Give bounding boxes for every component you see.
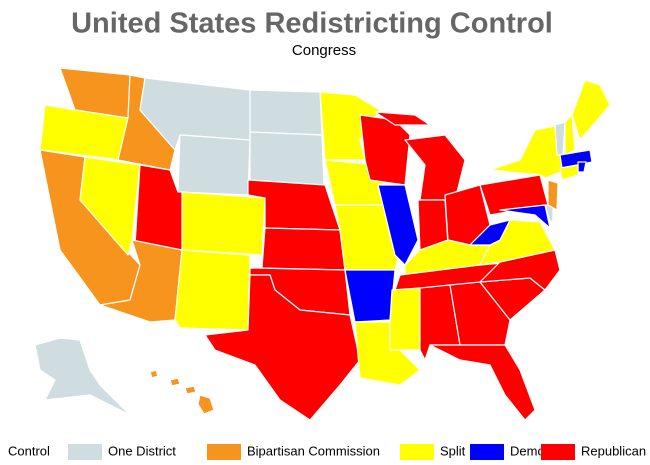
state (554, 121, 566, 156)
legend-swatch (541, 444, 575, 460)
state (559, 164, 579, 181)
state (181, 191, 266, 256)
state (577, 161, 587, 173)
state (377, 184, 419, 266)
state (489, 124, 566, 179)
state (197, 394, 215, 415)
state (169, 377, 181, 387)
state (134, 164, 186, 251)
legend-label: Split (440, 443, 466, 458)
legend: Control One District Bipartisan Commissio… (8, 443, 646, 460)
state (449, 281, 511, 346)
state (564, 114, 576, 156)
legend-label: Bipartisan Commission (247, 443, 380, 458)
us-map (34, 67, 611, 421)
legend-swatch (470, 444, 504, 460)
state (249, 89, 323, 136)
state (547, 179, 559, 211)
state (374, 111, 431, 126)
legend-label: Republican (581, 443, 646, 458)
state (571, 79, 611, 141)
legend-swatch (207, 444, 241, 460)
legend-label: One District (108, 443, 176, 458)
title: United States Redistricting Control (71, 8, 553, 40)
state (184, 385, 197, 395)
legend-swatch (68, 444, 102, 460)
state (429, 344, 536, 421)
legend-title: Control (8, 443, 50, 458)
state (204, 274, 361, 421)
state (34, 337, 131, 416)
state (261, 227, 346, 271)
state (249, 131, 325, 186)
state (149, 369, 159, 379)
legend-swatch (400, 444, 434, 460)
state (174, 249, 251, 331)
state (79, 156, 141, 256)
state (499, 204, 551, 229)
state (404, 134, 466, 201)
subtitle: Congress (292, 42, 356, 59)
state (469, 219, 511, 246)
state (389, 287, 421, 351)
state (177, 134, 251, 196)
state (344, 269, 396, 323)
